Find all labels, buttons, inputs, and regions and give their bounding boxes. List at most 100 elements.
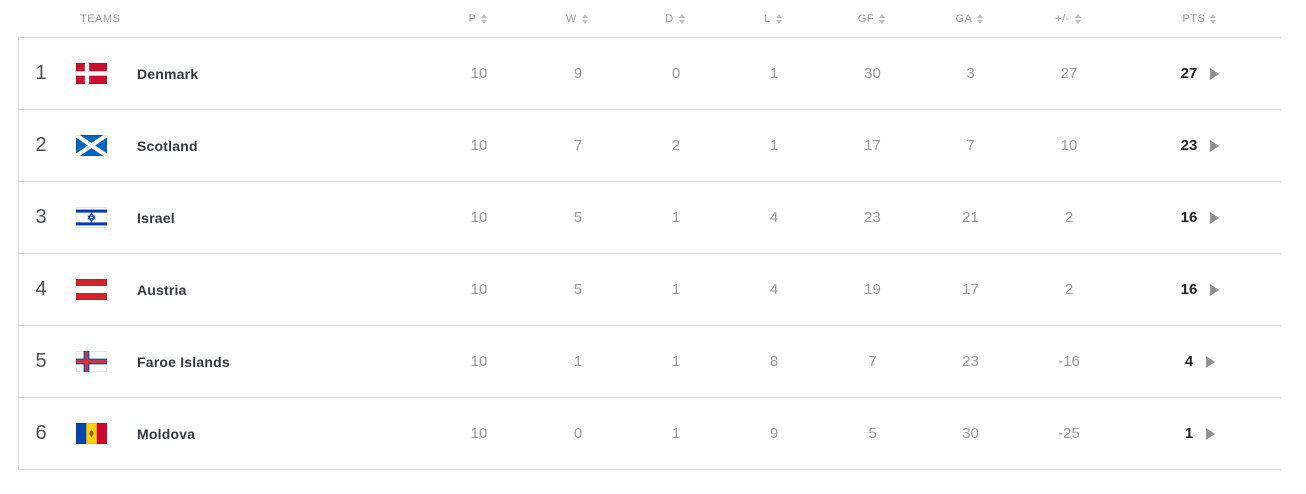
team-name[interactable]: Scotland xyxy=(137,137,198,154)
stat-losses: 1 xyxy=(769,137,779,154)
stat-goals-for: 19 xyxy=(864,281,881,298)
sort-icon xyxy=(1074,13,1081,24)
team-name[interactable]: Denmark xyxy=(137,65,199,82)
column-header-points-label: PTS xyxy=(1182,12,1206,25)
expand-row-arrow-icon[interactable] xyxy=(1210,139,1220,152)
stat-draws: 1 xyxy=(671,281,681,298)
rank: 3 xyxy=(35,206,47,228)
stat-goals-for: 7 xyxy=(868,353,877,370)
stat-played: 10 xyxy=(470,281,488,298)
stat-played: 10 xyxy=(470,425,488,442)
team-name[interactable]: Israel xyxy=(137,209,175,226)
stat-draws: 1 xyxy=(671,353,681,370)
points-cell: 23 xyxy=(1119,137,1281,154)
column-header-teams-label: TEAMS xyxy=(80,12,121,25)
sort-icon xyxy=(879,13,886,24)
column-header-goals-against[interactable]: GA xyxy=(921,0,1018,37)
expand-row-arrow-icon[interactable] xyxy=(1206,355,1216,368)
stat-wins: 9 xyxy=(573,65,583,82)
column-header-draws-label: D xyxy=(665,12,674,25)
stat-losses: 8 xyxy=(769,353,779,370)
sort-icon xyxy=(481,13,488,24)
stat-wins: 1 xyxy=(573,353,583,370)
table-row: 3 Israel 10 5 1 4 23 21 2 16 xyxy=(19,182,1281,254)
column-header-losses[interactable]: L xyxy=(724,0,822,37)
table-row: 6 Moldova 10 0 1 9 5 30 -25 1 xyxy=(19,398,1281,470)
stat-played: 10 xyxy=(470,353,488,370)
rank: 6 xyxy=(35,422,47,444)
column-header-goal-diff[interactable]: +/- xyxy=(1018,0,1118,37)
column-header-wins[interactable]: W xyxy=(528,0,626,37)
stat-goals-for: 17 xyxy=(864,137,881,154)
column-header-goals-for[interactable]: GF xyxy=(822,0,921,37)
column-header-points[interactable]: PTS xyxy=(1118,0,1281,37)
stat-draws: 1 xyxy=(671,209,681,226)
points-value: 16 xyxy=(1180,209,1198,226)
stat-goal-diff: 10 xyxy=(1060,137,1078,154)
team-name[interactable]: Moldova xyxy=(137,425,196,442)
stat-goal-diff: 27 xyxy=(1060,65,1078,82)
stat-wins: 5 xyxy=(573,209,583,226)
points-value: 23 xyxy=(1180,137,1198,154)
flag-austria-icon xyxy=(63,279,119,300)
points-cell: 27 xyxy=(1119,65,1281,82)
sort-icon xyxy=(581,13,588,24)
table-row: 4 Austria 10 5 1 4 19 17 2 16 xyxy=(19,254,1281,326)
column-header-wins-label: W xyxy=(566,12,577,25)
column-header-losses-label: L xyxy=(764,12,771,25)
points-value: 27 xyxy=(1180,65,1198,82)
stat-goal-diff: 2 xyxy=(1064,281,1074,298)
stat-goals-against: 3 xyxy=(966,65,975,82)
standings-table: TEAMS P W D L GF GA +/- xyxy=(18,0,1281,470)
rank: 5 xyxy=(35,350,47,372)
rank: 1 xyxy=(35,62,47,84)
flag-israel-icon xyxy=(63,207,119,228)
sort-icon xyxy=(1210,13,1217,24)
stat-wins: 0 xyxy=(573,425,583,442)
expand-row-arrow-icon[interactable] xyxy=(1206,427,1216,440)
stat-goals-against: 7 xyxy=(966,137,975,154)
points-value: 16 xyxy=(1180,281,1198,298)
rank: 2 xyxy=(35,134,47,156)
points-cell: 16 xyxy=(1119,281,1281,298)
points-value: 1 xyxy=(1184,425,1194,442)
stat-goal-diff: 2 xyxy=(1064,209,1074,226)
flag-moldova-icon xyxy=(63,423,119,444)
stat-draws: 0 xyxy=(671,65,681,82)
stat-draws: 1 xyxy=(671,425,681,442)
column-header-played[interactable]: P xyxy=(428,0,528,37)
sort-icon xyxy=(678,13,685,24)
stat-goal-diff: -25 xyxy=(1058,425,1080,442)
flag-faroe-islands-icon xyxy=(63,351,119,372)
stat-losses: 9 xyxy=(769,425,779,442)
stat-goals-against: 23 xyxy=(962,353,979,370)
rank: 4 xyxy=(35,278,47,300)
stat-played: 10 xyxy=(470,65,488,82)
flag-denmark-icon xyxy=(63,63,119,84)
column-header-goals-for-label: GF xyxy=(857,12,875,25)
sort-icon xyxy=(977,13,984,24)
expand-row-arrow-icon[interactable] xyxy=(1210,283,1220,296)
expand-row-arrow-icon[interactable] xyxy=(1210,211,1220,224)
stat-losses: 4 xyxy=(769,281,779,298)
team-name[interactable]: Austria xyxy=(137,281,187,298)
stat-wins: 5 xyxy=(573,281,583,298)
stat-goals-against: 30 xyxy=(962,425,979,442)
stat-goal-diff: -16 xyxy=(1058,353,1080,370)
stat-losses: 4 xyxy=(769,209,779,226)
team-name[interactable]: Faroe Islands xyxy=(137,353,230,370)
stat-losses: 1 xyxy=(769,65,779,82)
stat-played: 10 xyxy=(470,137,488,154)
stat-draws: 2 xyxy=(671,137,681,154)
column-header-played-label: P xyxy=(468,12,477,25)
expand-row-arrow-icon[interactable] xyxy=(1210,67,1220,80)
table-row: 1 Denmark 10 9 0 1 30 3 27 27 xyxy=(19,38,1281,110)
stat-goals-for: 30 xyxy=(864,65,881,82)
column-header-draws[interactable]: D xyxy=(626,0,724,37)
table-body: 1 Denmark 10 9 0 1 30 3 27 27 2 xyxy=(18,38,1281,470)
table-row: 2 Scotland 10 7 2 1 17 7 10 23 xyxy=(19,110,1281,182)
stat-goals-for: 23 xyxy=(864,209,881,226)
column-header-teams: TEAMS xyxy=(18,0,428,37)
stat-goals-against: 17 xyxy=(962,281,979,298)
stat-played: 10 xyxy=(470,209,488,226)
